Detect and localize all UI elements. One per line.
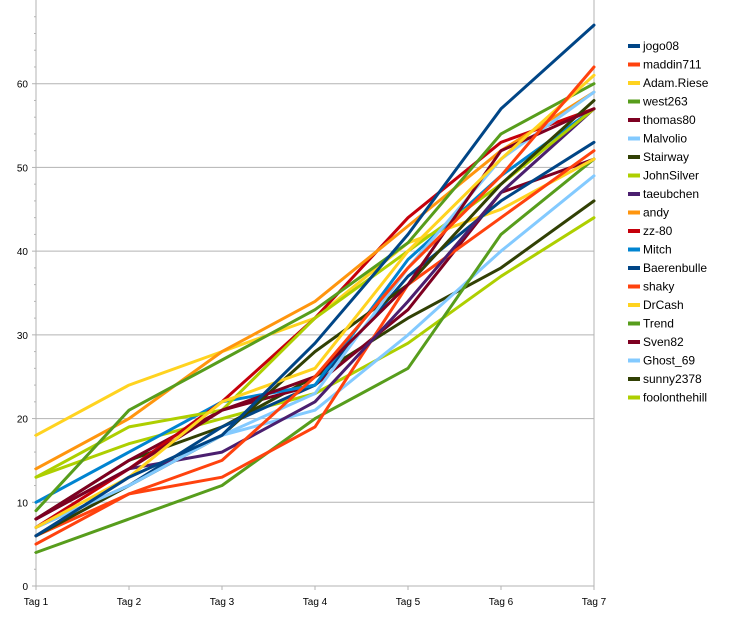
y-tick-label: 30 (17, 331, 29, 342)
legend-label: andy (643, 206, 669, 220)
series-lines (34, 23, 596, 554)
legend-swatch (628, 210, 640, 215)
legend-label: sunny2378 (643, 372, 702, 386)
legend-label: DrCash (643, 298, 684, 312)
legend-label: zz-80 (643, 224, 673, 238)
legend-label: Sven82 (643, 335, 684, 349)
legend-label: Mitch (643, 243, 672, 257)
legend-label: Malvolio (643, 132, 687, 146)
legend-swatch (628, 155, 640, 159)
legend-swatch (628, 118, 640, 122)
x-tick-label: Tag 5 (396, 597, 421, 608)
legend-swatch (628, 136, 640, 141)
legend-swatch (628, 62, 640, 67)
legend-label: Adam.Riese (643, 76, 709, 90)
x-tick-label: Tag 1 (24, 597, 49, 608)
legend-swatch (628, 229, 640, 233)
y-tick-label: 20 (17, 415, 29, 426)
series-line-maddin711 (34, 65, 596, 546)
series-line-west263 (34, 82, 596, 513)
x-tick-label: Tag 7 (582, 597, 607, 608)
legend-label: Ghost_69 (643, 354, 695, 368)
y-axis-ticks: 0 10 20 30 40 50 60 (17, 16, 36, 593)
x-tick-label: Tag 4 (303, 597, 328, 608)
y-tick-label: 60 (17, 80, 29, 91)
legend: jogo08 maddin711 Adam.Riese west263 thomas80… (628, 39, 709, 405)
x-tick-label: Tag 3 (210, 597, 235, 608)
legend-swatch (628, 99, 640, 104)
legend-label: Trend (643, 317, 674, 331)
legend-swatch (628, 303, 640, 307)
legend-swatch (628, 192, 640, 196)
series-line-andy (34, 90, 596, 471)
legend-swatch (628, 266, 640, 270)
y-tick-label: 0 (22, 582, 28, 593)
series-line-trend (34, 157, 596, 554)
legend-label: JohnSilver (643, 169, 699, 183)
legend-swatch (628, 340, 640, 344)
legend-swatch (628, 44, 640, 48)
legend-label: foolonthehill (643, 391, 707, 405)
legend-label: Stairway (643, 150, 689, 164)
legend-label: west263 (642, 95, 688, 109)
legend-swatch (628, 358, 640, 363)
series-line-jogo08 (34, 23, 596, 538)
x-tick-label: Tag 2 (117, 597, 142, 608)
legend-swatch (628, 395, 640, 400)
legend-label: shaky (643, 280, 674, 294)
y-tick-label: 10 (17, 498, 29, 509)
legend-label: thomas80 (643, 113, 696, 127)
series-line-sunny2378 (34, 199, 596, 521)
y-tick-label: 40 (17, 247, 29, 258)
legend-label: maddin711 (643, 58, 702, 72)
legend-swatch (628, 284, 640, 289)
y-tick-label: 50 (17, 163, 29, 174)
x-axis-ticks: Tag 1 Tag 2 Tag 3 Tag 4 Tag 5 Tag 6 Tag 7 (24, 586, 607, 608)
legend-swatch (628, 247, 640, 252)
legend-label: jogo08 (642, 39, 679, 53)
legend-label: taeubchen (643, 187, 699, 201)
legend-swatch (628, 321, 640, 326)
legend-swatch (628, 173, 640, 178)
legend-swatch (628, 81, 640, 85)
x-tick-label: Tag 6 (489, 597, 514, 608)
legend-swatch (628, 377, 640, 381)
series-line-sven82 (34, 157, 596, 521)
series-line-foolonthehill (34, 216, 596, 479)
legend-label: Baerenbulle (643, 261, 707, 275)
